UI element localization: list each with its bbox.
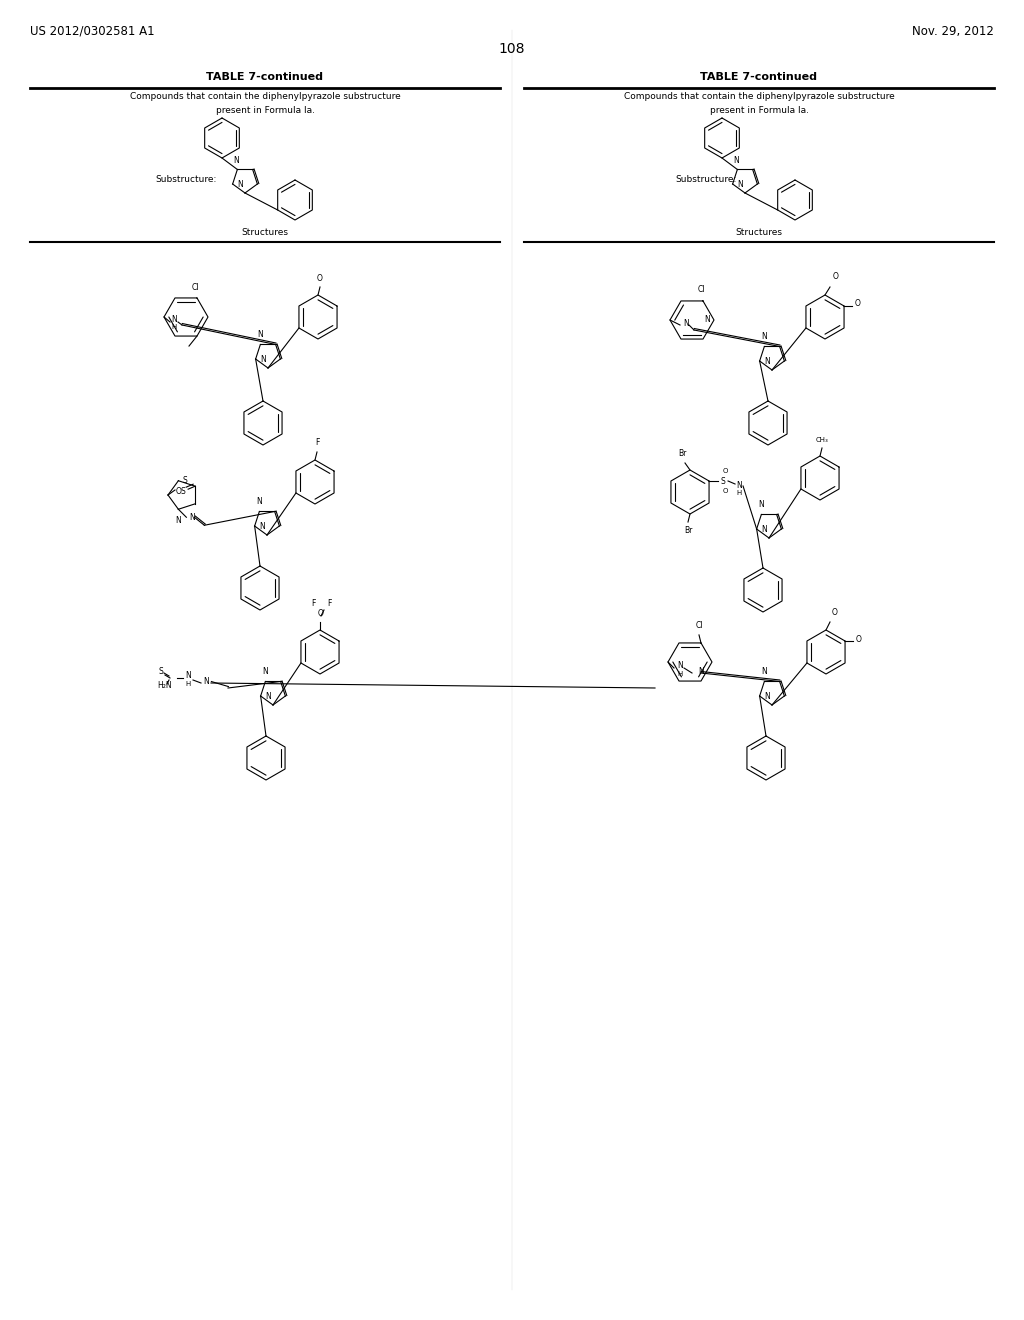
Text: present in Formula Ia.: present in Formula Ia. (215, 106, 314, 115)
Text: Structures: Structures (735, 228, 782, 238)
Text: S: S (159, 668, 164, 676)
Text: Cl: Cl (697, 285, 705, 294)
Text: O: O (318, 609, 324, 618)
Text: N: N (175, 516, 181, 525)
Text: N: N (233, 157, 240, 165)
Text: H: H (185, 681, 190, 686)
Text: N: N (677, 661, 683, 671)
Text: 108: 108 (499, 42, 525, 55)
Text: O: O (317, 275, 323, 282)
Text: S: S (180, 487, 185, 496)
Text: N: N (262, 668, 268, 676)
Text: TABLE 7-continued: TABLE 7-continued (207, 73, 324, 82)
Text: O: O (855, 300, 861, 309)
Text: H: H (677, 671, 683, 677)
Text: N: N (736, 480, 742, 490)
Text: N: N (765, 692, 770, 701)
Text: Substructure:: Substructure: (155, 176, 216, 185)
Text: N: N (698, 667, 703, 676)
Text: O: O (176, 487, 182, 495)
Text: CH₃: CH₃ (816, 437, 828, 444)
Text: H₂N: H₂N (158, 681, 172, 690)
Text: O: O (856, 635, 862, 644)
Text: Cl: Cl (191, 282, 199, 292)
Text: N: N (265, 692, 271, 701)
Text: N: N (261, 355, 266, 363)
Text: N: N (683, 318, 689, 327)
Text: N: N (762, 524, 767, 533)
Text: Br: Br (678, 449, 686, 458)
Text: F: F (314, 438, 319, 447)
Text: N: N (762, 668, 767, 676)
Text: O: O (722, 488, 728, 494)
Text: TABLE 7-continued: TABLE 7-continued (700, 73, 817, 82)
Text: N: N (733, 157, 739, 165)
Text: Cl: Cl (695, 620, 702, 630)
Text: N: N (737, 180, 743, 189)
Text: N: N (185, 672, 190, 681)
Text: N: N (762, 333, 767, 342)
Text: F: F (327, 599, 332, 609)
Text: N: N (256, 498, 262, 507)
Text: N: N (238, 180, 244, 189)
Text: Compounds that contain the diphenylpyrazole substructure: Compounds that contain the diphenylpyraz… (624, 92, 894, 102)
Text: H: H (736, 490, 741, 496)
Text: present in Formula Ia.: present in Formula Ia. (710, 106, 809, 115)
Text: US 2012/0302581 A1: US 2012/0302581 A1 (30, 25, 155, 38)
Text: H: H (171, 323, 176, 330)
Text: Br: Br (684, 525, 692, 535)
Text: N: N (260, 521, 265, 531)
Text: N: N (705, 315, 710, 325)
Text: S: S (182, 477, 187, 486)
Text: O: O (722, 469, 728, 474)
Text: N: N (257, 330, 263, 339)
Text: Substructure:: Substructure: (675, 176, 736, 185)
Text: N: N (203, 676, 209, 685)
Text: S: S (721, 477, 725, 486)
Text: N: N (765, 356, 770, 366)
Text: Nov. 29, 2012: Nov. 29, 2012 (912, 25, 994, 38)
Text: N: N (171, 315, 177, 325)
Text: O: O (833, 272, 839, 281)
Text: O: O (831, 609, 838, 616)
Text: F: F (311, 599, 316, 609)
Text: N: N (189, 512, 196, 521)
Text: Compounds that contain the diphenylpyrazole substructure: Compounds that contain the diphenylpyraz… (130, 92, 400, 102)
Text: Structures: Structures (242, 228, 289, 238)
Text: N: N (759, 500, 764, 510)
